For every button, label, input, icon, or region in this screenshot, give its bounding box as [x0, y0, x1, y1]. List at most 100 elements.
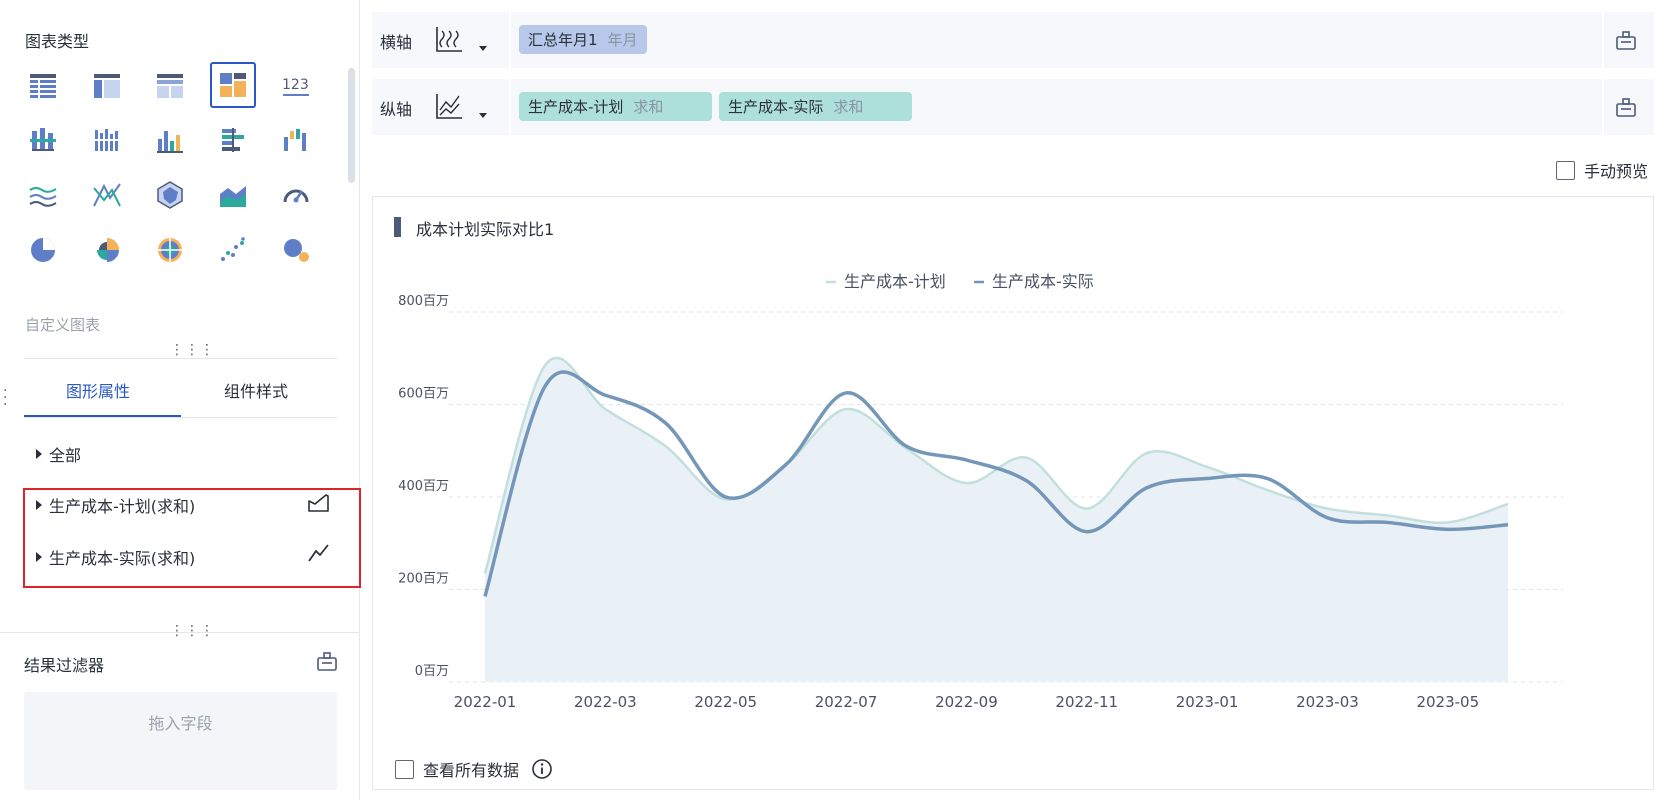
field-aggregation: 求和 — [633, 98, 664, 116]
divider — [1602, 79, 1604, 135]
svg-text:123: 123 — [282, 77, 309, 93]
sunburst-chart-icon[interactable] — [147, 227, 193, 273]
title-accent-bar — [394, 217, 401, 237]
filter-settings-icon[interactable] — [316, 650, 338, 672]
expand-arrow-icon — [36, 449, 42, 459]
x-tick-label: 2022-09 — [935, 693, 998, 711]
chevron-down-icon[interactable] — [479, 46, 487, 51]
y-field-pill-plan[interactable]: 生产成本-计划 求和 — [519, 92, 712, 121]
bar-chart-icon[interactable] — [210, 117, 256, 163]
chevron-down-icon[interactable] — [479, 113, 487, 118]
property-item-all[interactable]: 全部 — [36, 442, 81, 466]
result-filter-title: 结果过滤器 — [24, 656, 105, 675]
x-axis-row: 横轴 汇总年月1 年月 — [372, 12, 1654, 68]
lock-axis-icon[interactable] — [1614, 95, 1638, 119]
divider — [1602, 12, 1604, 68]
left-panel: 图表类型 123 — [0, 0, 361, 800]
y-tick-label: 400百万 — [398, 479, 449, 494]
expand-arrow-icon — [36, 500, 42, 510]
resize-handle-icon[interactable]: ⋮⋮⋮ — [170, 342, 215, 358]
y-tick-label: 200百万 — [398, 572, 449, 587]
field-name: 生产成本-实际 — [728, 98, 824, 116]
expand-arrow-icon — [36, 552, 42, 562]
divider — [24, 358, 337, 359]
y-axis-type-icon[interactable] — [432, 90, 466, 124]
legend-item[interactable]: 生产成本-实际 — [992, 272, 1094, 291]
x-tick-label: 2023-01 — [1176, 693, 1239, 711]
x-tick-label: 2022-05 — [694, 693, 757, 711]
panel-drag-handle-icon[interactable]: · · · — [3, 383, 8, 413]
line-chart-icon[interactable] — [306, 542, 332, 564]
custom-chart-label: 自定义图表 — [25, 316, 101, 334]
property-label: 生产成本-计划(求和) — [49, 497, 196, 516]
divider — [509, 79, 511, 135]
manual-preview-checkbox[interactable] — [1556, 160, 1575, 180]
bubble-chart-icon[interactable] — [273, 227, 319, 273]
x-tick-label: 2022-07 — [815, 693, 878, 711]
waterfall-chart-icon[interactable] — [273, 117, 319, 163]
field-name: 汇总年月1 — [528, 31, 598, 49]
view-all-data-checkbox[interactable] — [395, 759, 414, 779]
active-tab-indicator — [24, 415, 181, 417]
chart-title: 成本计划实际对比1 — [416, 220, 555, 239]
tab-component-style[interactable]: 组件样式 — [224, 382, 289, 401]
scatter-chart-icon[interactable] — [210, 227, 256, 273]
manual-preview-toggle[interactable]: 手动预览 — [1556, 158, 1648, 182]
x-tick-label: 2022-01 — [454, 693, 517, 711]
tab-graphic-properties[interactable]: 图形属性 — [66, 382, 131, 401]
info-icon[interactable] — [531, 758, 553, 780]
y-axis-label: 纵轴 — [380, 100, 413, 119]
divider — [509, 12, 511, 68]
divider — [0, 632, 360, 633]
view-all-data-label: 查看所有数据 — [423, 761, 520, 780]
y-field-pill-actual[interactable]: 生产成本-实际 求和 — [719, 92, 912, 121]
y-tick-label: 600百万 — [398, 387, 449, 402]
property-item-actual[interactable]: 生产成本-实际(求和) — [36, 545, 195, 569]
line-chart: 0百万 200百万 400百万 600百万 800百万 2022-01 2022-03 20… — [398, 272, 1563, 711]
property-label: 生产成本-实际(求和) — [49, 549, 196, 568]
dropzone-placeholder: 拖入字段 — [148, 714, 213, 733]
manual-preview-label: 手动预览 — [1584, 162, 1649, 181]
detail-table-icon[interactable] — [20, 62, 66, 108]
grouped-table-icon[interactable] — [84, 62, 130, 108]
x-tick-label: 2023-05 — [1416, 693, 1479, 711]
multi-line-icon[interactable] — [20, 172, 66, 218]
property-label: 全部 — [49, 446, 82, 465]
chart-card: 成本计划实际对比1 0百万 200百万 400百万 600百万 800百万 2022-0… — [372, 196, 1654, 790]
radar-chart-icon[interactable] — [147, 172, 193, 218]
property-item-plan[interactable]: 生产成本-计划(求和) — [36, 493, 195, 517]
chart-type-title: 图表类型 — [25, 32, 90, 51]
grouped-bar-icon[interactable] — [84, 117, 130, 163]
column-chart-icon[interactable] — [147, 117, 193, 163]
field-name: 生产成本-计划 — [528, 98, 624, 116]
number-indicator-icon[interactable]: 123 — [273, 62, 319, 108]
series-line-actual — [483, 370, 1509, 597]
y-tick-label: 800百万 — [398, 294, 449, 309]
view-all-data-toggle[interactable]: 查看所有数据 — [395, 757, 553, 781]
x-tick-label: 2023-03 — [1296, 693, 1359, 711]
series-area-plan — [485, 357, 1508, 682]
rose-chart-icon[interactable] — [84, 227, 130, 273]
kpi-card-icon[interactable] — [210, 62, 256, 108]
x-field-pill[interactable]: 汇总年月1 年月 — [519, 25, 647, 54]
x-tick-label: 2022-03 — [574, 693, 637, 711]
chart-type-scrollbar[interactable] — [348, 68, 355, 183]
filter-dropzone[interactable]: 拖入字段 — [24, 692, 337, 790]
y-tick-label: 0百万 — [415, 664, 449, 679]
legend-item[interactable]: 生产成本-计划 — [844, 272, 946, 291]
cross-table-icon[interactable] — [147, 62, 193, 108]
area-chart-type-icon[interactable] — [210, 172, 256, 218]
x-tick-label: 2022-11 — [1055, 693, 1118, 711]
line-chart-type-icon[interactable] — [84, 172, 130, 218]
stacked-bar-icon[interactable] — [20, 117, 66, 163]
series-line-plan — [483, 356, 1509, 574]
field-aggregation: 求和 — [833, 98, 864, 116]
pie-chart-icon[interactable] — [20, 227, 66, 273]
lock-axis-icon[interactable] — [1614, 28, 1638, 52]
gauge-chart-icon[interactable] — [273, 172, 319, 218]
resize-handle-icon[interactable]: ⋮⋮⋮ — [170, 623, 215, 639]
x-axis-type-icon[interactable] — [432, 23, 466, 57]
x-axis-label: 横轴 — [380, 33, 413, 52]
y-axis-row: 纵轴 生产成本-计划 求和 生产成本-实际 求和 — [372, 79, 1654, 135]
area-chart-icon[interactable] — [306, 492, 332, 514]
